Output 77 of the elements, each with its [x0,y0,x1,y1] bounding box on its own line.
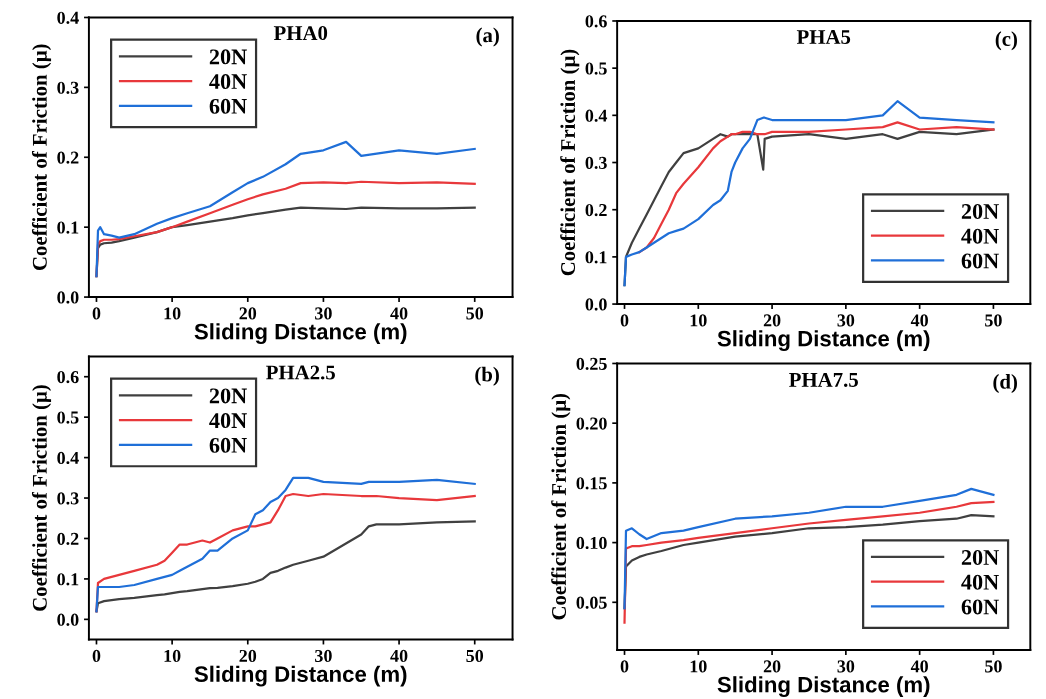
y-tick-label: 0.4 [585,109,608,122]
x-tick-label: 0 [620,660,629,673]
annotation: (d) [993,374,1017,393]
y-tick-label: 0.3 [57,492,79,505]
y-tick-label: 0.5 [585,62,607,75]
chart-title: PHA2.5 [266,365,335,380]
x-tick-label: 20 [763,660,781,673]
legend-label: 40N [209,74,247,90]
y-tick-label: 0.5 [57,411,79,424]
annotation: (a) [476,27,499,47]
y-tick-label: 0.2 [57,151,79,164]
legend-label: 40N [209,413,247,429]
y-tick-label: 0.1 [57,573,79,586]
y-axis-title: Coefficient of Friction (μ) [560,49,580,276]
legend-label: 60N [209,437,247,453]
x-axis-title: Sliding Distance (m) [717,330,930,351]
y-tick-label: 0.6 [57,370,79,384]
x-tick-label: 10 [690,314,707,327]
x-tick-label: 0 [92,649,101,663]
x-tick-label: 20 [763,314,781,327]
chart-title: PHA5 [796,30,851,44]
x-tick-label: 40 [910,314,928,327]
x-tick-label: 50 [985,314,1002,327]
legend-label: 20N [961,549,999,565]
y-axis-title: Coefficient of Friction (μ) [31,385,52,611]
x-tick-label: 20 [239,649,257,663]
x-tick-label: 30 [837,314,855,327]
x-tick-label: 30 [315,649,332,663]
y-tick-label: 0.4 [57,451,79,465]
x-tick-label: 0 [620,314,629,327]
chart-title: PHA7.5 [789,372,858,387]
legend-label: 20N [209,49,247,65]
x-tick-label: 30 [837,660,855,673]
line-series [95,140,476,278]
x-tick-label: 0 [92,307,101,320]
x-tick-label: 40 [390,307,408,320]
y-tick-label: 0.2 [57,532,79,545]
y-tick-label: 0.0 [585,298,607,311]
legend-label: 60N [961,253,999,269]
y-tick-label: 0.0 [57,291,79,304]
y-axis-title: Coefficient of Friction (μ) [551,393,571,620]
x-tick-label: 10 [690,660,707,673]
legend-label: 20N [209,388,247,404]
legend-label: 40N [961,228,999,244]
y-tick-label: 0.6 [585,15,607,28]
y-tick-label: 0.3 [585,156,607,170]
y-tick-label: 0.3 [57,81,79,94]
annotation: (c) [995,31,1017,51]
x-tick-label: 40 [910,660,928,673]
y-tick-label: 0.15 [576,477,607,490]
annotation: (b) [475,366,499,386]
chart-title: PHA0 [273,26,328,41]
x-tick-label: 50 [466,307,484,320]
legend-label: 20N [961,203,999,219]
y-tick-label: 0.0 [57,613,79,626]
x-tick-label: 20 [239,307,257,320]
y-tick-label: 0.20 [576,417,607,430]
y-tick-label: 0.1 [57,221,79,234]
x-axis-title: Sliding Distance (m) [194,323,407,344]
y-tick-label: 0.05 [576,596,607,609]
y-tick-label: 0.2 [585,203,607,217]
x-tick-label: 10 [164,307,181,320]
legend-label: 60N [209,98,247,114]
x-tick-label: 50 [985,660,1002,673]
y-tick-label: 0.25 [576,357,607,370]
y-tick-label: 0.10 [576,536,607,550]
y-axis-title: Coefficient of Friction (μ) [31,44,52,271]
x-axis-title: Sliding Distance (m) [194,665,407,687]
x-tick-label: 10 [164,649,181,663]
y-tick-label: 0.1 [585,251,607,264]
y-tick-label: 0.4 [57,11,79,24]
x-tick-label: 30 [315,307,332,320]
x-axis-title: Sliding Distance (m) [717,676,930,697]
x-tick-label: 40 [390,649,408,663]
legend-label: 60N [961,599,999,615]
legend-label: 40N [961,574,999,590]
x-tick-label: 50 [466,649,484,663]
